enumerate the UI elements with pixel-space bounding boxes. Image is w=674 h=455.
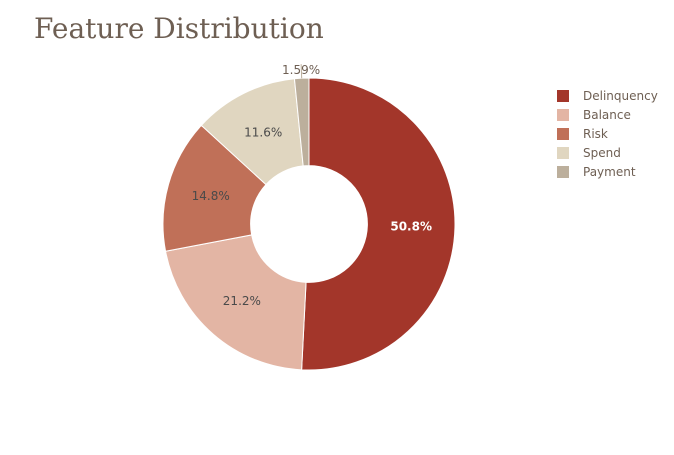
pie-label-spend: 11.6% — [244, 126, 282, 140]
legend-item-payment[interactable]: Payment — [557, 162, 658, 181]
pie-slice-payment[interactable] — [293, 77, 310, 167]
legend: Delinquency Balance Risk Spend Payment — [557, 86, 658, 181]
pie-label-leader-payment — [300, 64, 303, 79]
legend-item-risk[interactable]: Risk — [557, 124, 658, 143]
pie-label-payment: 1.59% — [282, 63, 320, 77]
legend-swatch — [557, 127, 569, 140]
legend-item-delinquency[interactable]: Delinquency — [557, 86, 658, 105]
legend-swatch — [557, 165, 569, 178]
legend-label: Balance — [583, 107, 631, 122]
legend-swatch — [557, 146, 569, 159]
legend-label: Risk — [583, 126, 608, 141]
legend-swatch — [557, 108, 569, 121]
legend-label: Delinquency — [583, 88, 658, 103]
pie-slice-delinquency[interactable] — [301, 77, 456, 371]
legend-item-spend[interactable]: Spend — [557, 143, 658, 162]
pie-slice-risk[interactable] — [162, 124, 267, 252]
legend-item-balance[interactable]: Balance — [557, 105, 658, 124]
legend-swatch — [557, 89, 569, 102]
pie-label-delinquency: 50.8% — [390, 220, 432, 234]
legend-label: Spend — [583, 145, 621, 160]
pie-label-risk: 14.8% — [192, 189, 230, 203]
chart-title: Feature Distribution — [34, 12, 324, 45]
legend-label: Payment — [583, 164, 636, 179]
pie-label-balance: 21.2% — [223, 294, 261, 308]
pie-slice-balance[interactable] — [164, 234, 307, 371]
